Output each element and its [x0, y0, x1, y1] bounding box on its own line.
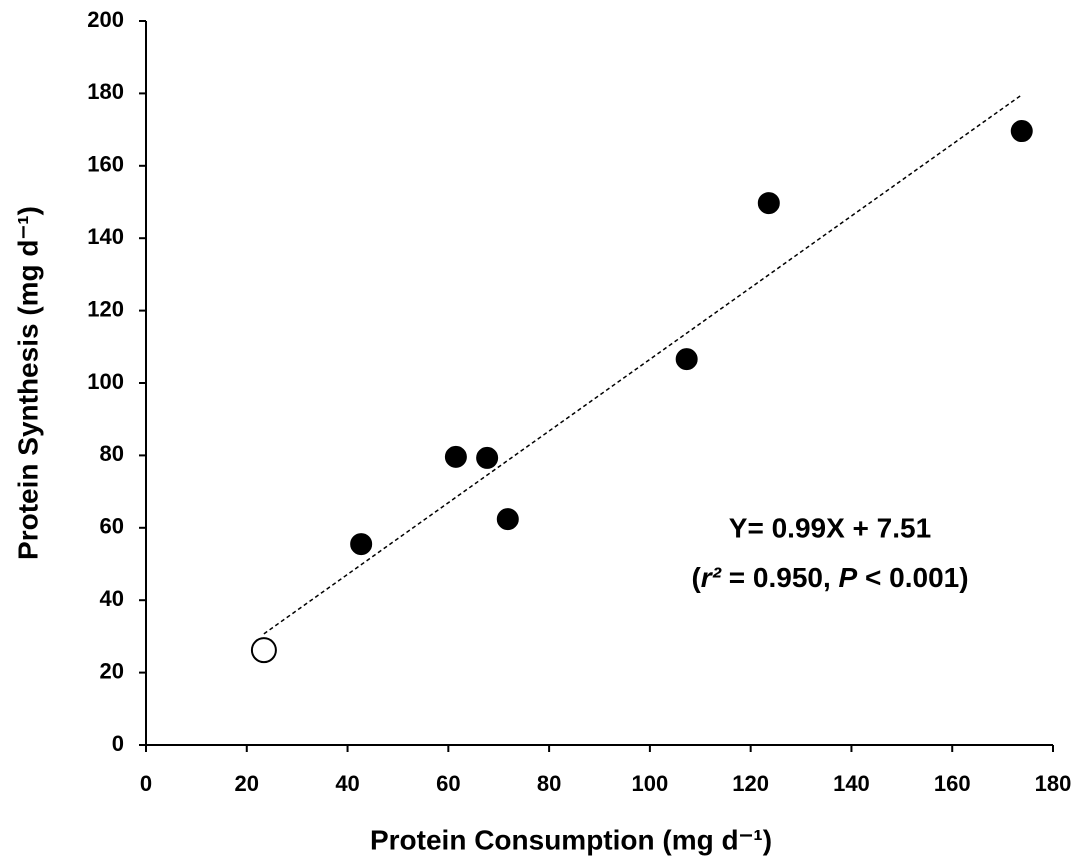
y-tick-label: 180: [87, 79, 124, 104]
y-tick-label: 140: [87, 224, 124, 249]
y-tick-label: 160: [87, 152, 124, 177]
y-tick-label: 120: [87, 296, 124, 321]
point: [444, 445, 467, 468]
stats-part: P: [839, 562, 858, 593]
plot-area: 0 20 40 60 80 100 120 140 160 180 200 0 20 40 60 80 100 1…: [87, 7, 1071, 796]
y-tick-label: 100: [87, 369, 124, 394]
x-tick-label: 100: [632, 771, 669, 796]
y-tick-label: 20: [100, 658, 124, 683]
stats-part: < 0.001): [857, 562, 968, 593]
y-tick-label: 80: [100, 441, 124, 466]
stats-part: = 0.950,: [721, 562, 839, 593]
equation: Y= 0.99X + 7.51: [729, 512, 931, 543]
y-tick-label: 0: [112, 731, 124, 756]
stats: (r² = 0.950, P < 0.001): [691, 562, 968, 593]
point: [757, 192, 780, 215]
x-tick-label: 140: [833, 771, 870, 796]
point: [496, 508, 519, 531]
point: [250, 637, 277, 664]
point: [476, 446, 499, 469]
x-tick-label: 80: [537, 771, 561, 796]
x-axis-title: Protein Consumption (mg d⁻¹): [370, 824, 772, 855]
x-tick-label: 180: [1035, 771, 1072, 796]
y-tick-label: 200: [87, 7, 124, 32]
stats-part: (: [691, 562, 701, 593]
y-tick-label: 40: [100, 586, 124, 611]
x-tick-label: 120: [732, 771, 769, 796]
x-tick-label: 160: [934, 771, 971, 796]
x-tick-label: 0: [140, 771, 152, 796]
point: [675, 348, 698, 371]
y-tick-label: 60: [100, 514, 124, 539]
y-axis-title: Protein Synthesis (mg d⁻¹): [12, 206, 43, 560]
x-tick-label: 40: [335, 771, 359, 796]
point: [350, 533, 373, 556]
stats-part: r²: [701, 562, 722, 593]
x-tick-label: 20: [235, 771, 259, 796]
x-tick-label: 60: [436, 771, 460, 796]
trendline: [263, 94, 1022, 635]
point: [1010, 120, 1033, 143]
